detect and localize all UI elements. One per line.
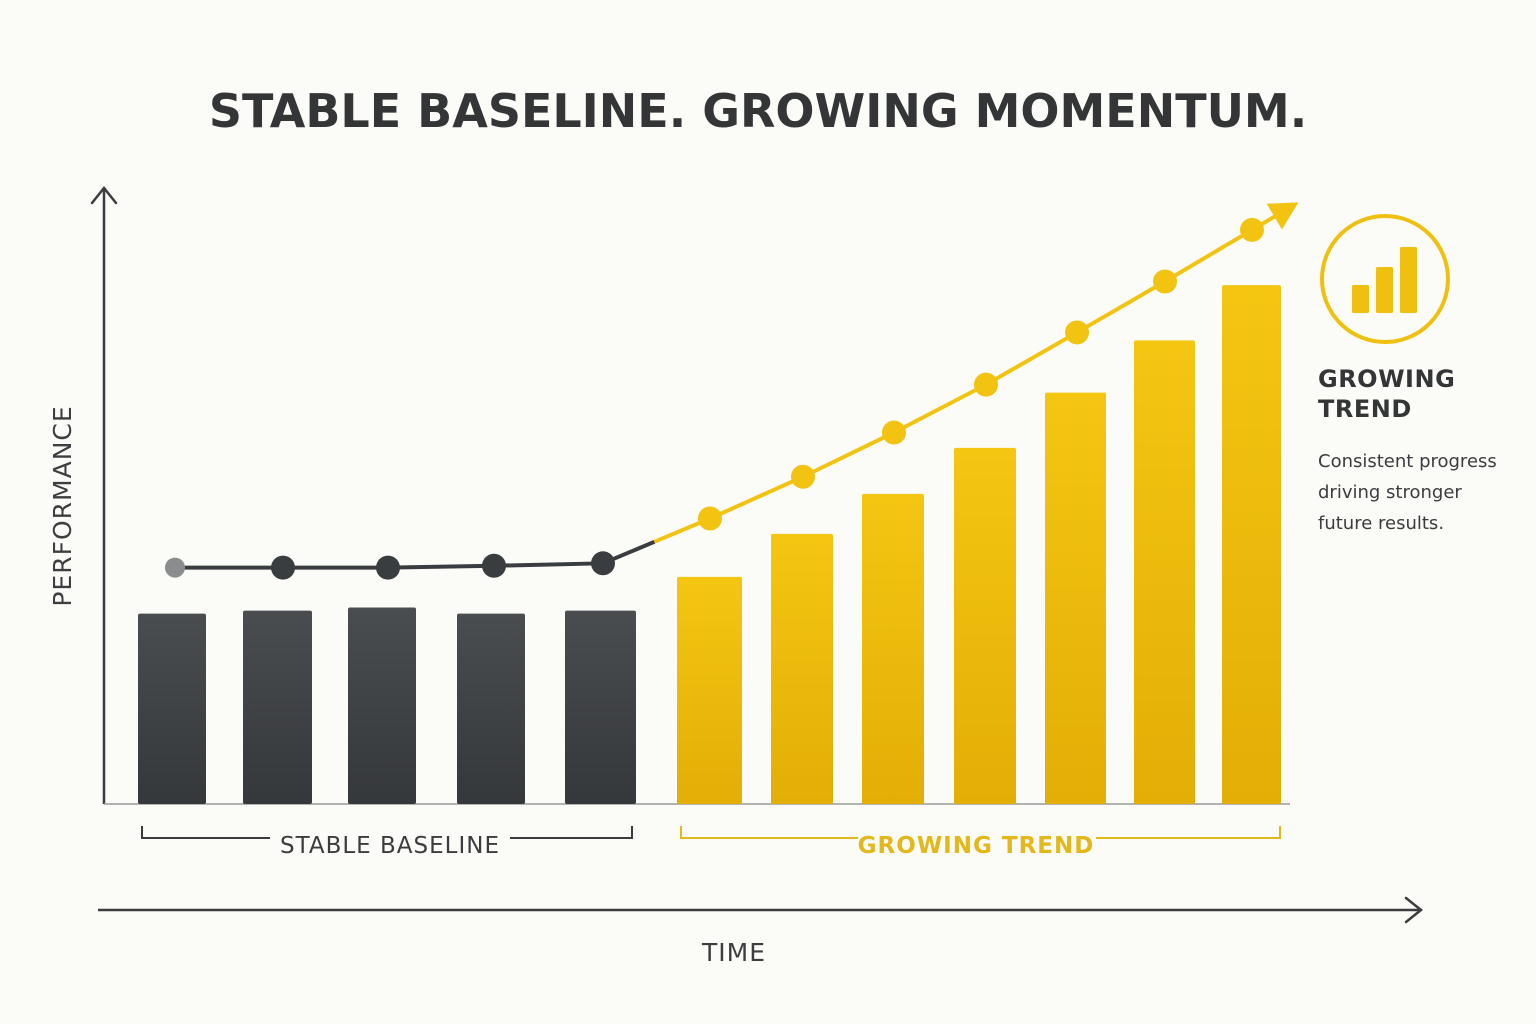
- y-axis-label: PERFORMANCE: [48, 405, 77, 606]
- line-point-7: [791, 464, 815, 489]
- line-point-8: [882, 420, 906, 445]
- bar-6: [677, 576, 742, 804]
- side-text-line1: Consistent progress: [1318, 451, 1497, 472]
- trend-arrow-head: [1266, 202, 1299, 230]
- line-point-5: [591, 551, 615, 576]
- line-point-1: [165, 557, 185, 578]
- line-point-12: [1240, 217, 1264, 242]
- chart-title: STABLE BASELINE. GROWING MOMENTUM.: [209, 84, 1307, 138]
- bar-12: [1222, 285, 1281, 804]
- side-heading: GROWING TREND: [1318, 364, 1528, 424]
- bar-9: [954, 447, 1016, 804]
- bar-1: [138, 613, 206, 804]
- bar-4: [457, 613, 525, 804]
- bar-7: [771, 533, 833, 804]
- side-heading-line1: GROWING: [1318, 365, 1456, 393]
- side-panel: GROWING TREND Consistent progress drivin…: [1318, 364, 1528, 539]
- side-text-line2: driving stronger: [1318, 482, 1462, 503]
- y-axis: [90, 185, 118, 804]
- bracket-growing: [680, 826, 1281, 839]
- x-axis-label: TIME: [701, 938, 766, 967]
- bar-3: [348, 607, 416, 804]
- line-point-6: [698, 506, 722, 531]
- bar-10: [1045, 392, 1106, 804]
- bracket-stable: [141, 826, 633, 839]
- line-point-2: [271, 555, 295, 580]
- trend-line-layer: [165, 202, 1299, 580]
- bar-8: [862, 493, 924, 804]
- line-point-10: [1065, 320, 1089, 345]
- bar-chart-icon: [1320, 214, 1450, 344]
- side-description: Consistent progress driving stronger fut…: [1318, 446, 1528, 539]
- group-label-growing: GROWING TREND: [858, 833, 1095, 859]
- line-point-4: [482, 553, 506, 578]
- bar-11: [1134, 340, 1195, 804]
- bars-layer: [138, 285, 1281, 804]
- x-axis: [98, 896, 1424, 924]
- side-text-line3: future results.: [1318, 513, 1445, 534]
- side-heading-line2: TREND: [1318, 395, 1412, 423]
- bar-5: [565, 610, 636, 804]
- line-point-9: [974, 372, 998, 397]
- line-point-3: [376, 555, 400, 580]
- line-point-11: [1153, 269, 1177, 294]
- group-label-stable: STABLE BASELINE: [280, 833, 500, 859]
- bar-2: [243, 610, 312, 804]
